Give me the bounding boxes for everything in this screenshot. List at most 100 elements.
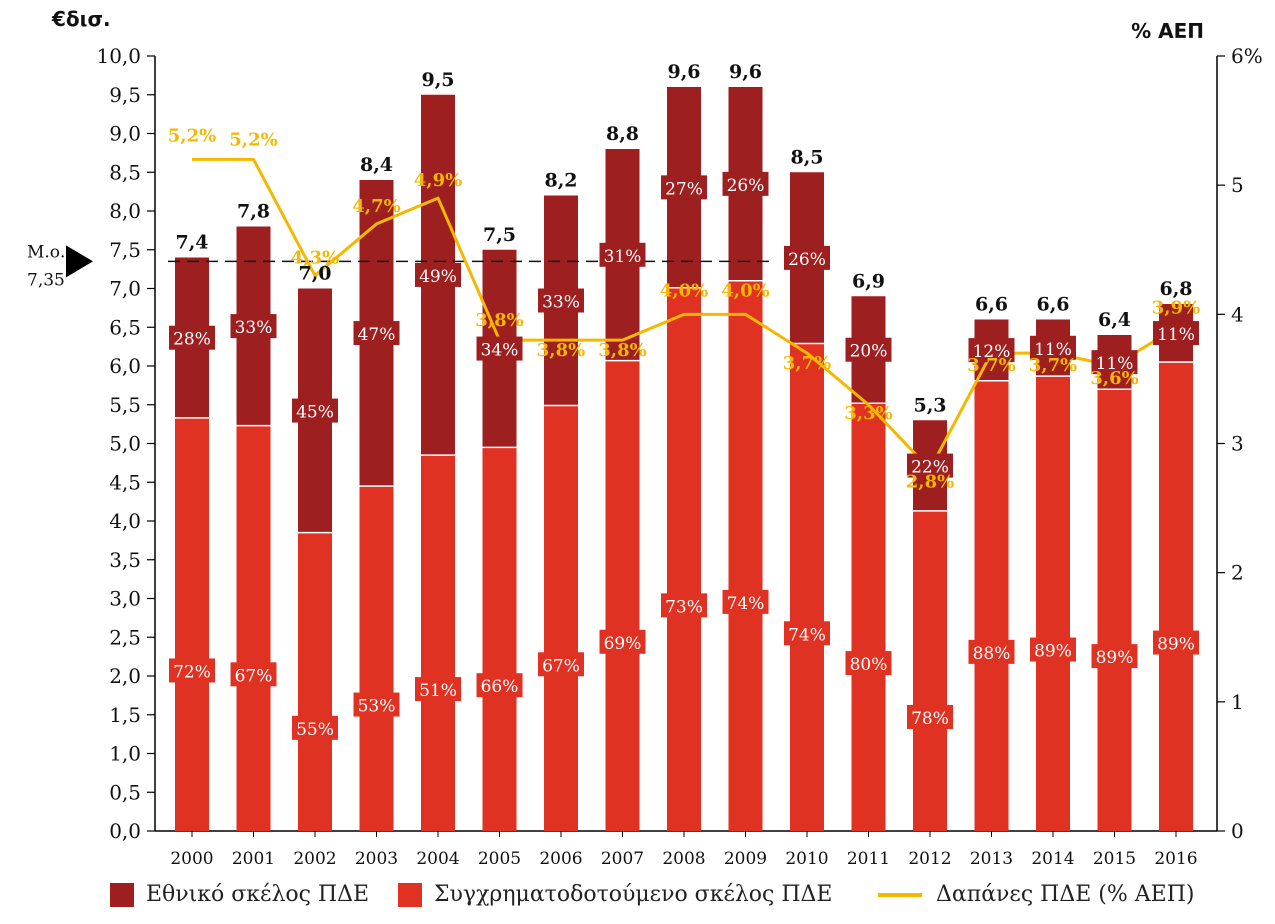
total-label: 9,6 [667, 61, 700, 83]
share-label-national-bg [968, 338, 1015, 363]
bar-cofunded [298, 532, 332, 831]
share-label-cofunded-bg [599, 629, 646, 654]
left-tick-label: 0,0 [109, 819, 141, 843]
left-tick-label: 3,5 [109, 548, 141, 572]
x-tick-label: 2006 [539, 849, 582, 869]
x-tick-label: 2010 [785, 849, 828, 869]
total-label: 7,4 [175, 232, 208, 254]
share-label-national: 33% [542, 293, 580, 313]
bar-cofunded [544, 405, 578, 831]
legend-item-line: Δαπάνες ΠΔΕ (% ΑΕΠ) [878, 882, 1194, 907]
bar-cofunded [851, 403, 886, 831]
share-label-cofunded: 69% [604, 634, 642, 654]
share-label-national-bg [230, 314, 277, 339]
gdp-share-label: 5,2% [229, 129, 277, 150]
share-label-national: 22% [911, 458, 949, 478]
legend-label-national: Εθνικό σκέλος ΠΔΕ [146, 882, 370, 907]
share-label-cofunded-bg [415, 677, 461, 702]
bar-cofunded [482, 447, 517, 831]
right-tick-label: 6% [1231, 44, 1263, 68]
bar-cofunded [728, 280, 763, 831]
x-tick-label: 2015 [1093, 849, 1136, 869]
gdp-share-label: 3,7% [1029, 355, 1077, 376]
bar-cofunded [236, 425, 271, 831]
gdp-share-label: 3,3% [844, 403, 892, 424]
share-label-national: 12% [973, 342, 1011, 362]
share-label-national-bg [661, 175, 707, 200]
share-label-national: 26% [788, 250, 826, 270]
x-tick-label: 2003 [355, 849, 398, 869]
total-label: 8,4 [360, 154, 393, 176]
share-label-cofunded: 74% [727, 594, 765, 614]
gdp-share-label: 4,0% [660, 280, 708, 301]
bar-cofunded [1097, 389, 1132, 831]
x-tick-label: 2002 [293, 849, 336, 869]
share-label-cofunded: 89% [1096, 648, 1134, 668]
bar-cofunded [1159, 362, 1193, 831]
right-tick-label: 3 [1231, 432, 1244, 456]
gdp-share-label: 4,3% [291, 248, 339, 269]
gdp-share-label: 4,7% [352, 196, 400, 217]
x-tick-label: 2012 [908, 849, 951, 869]
gdp-share-label: 3,7% [967, 355, 1015, 376]
share-label-cofunded-bg [661, 593, 707, 618]
share-label-national-bg [722, 171, 769, 196]
total-label: 7,0 [298, 263, 331, 285]
left-tick-label: 2,0 [109, 664, 141, 688]
left-tick-label: 8,5 [109, 160, 141, 184]
right-axis-unit: % ΑΕΠ [1131, 19, 1204, 43]
share-label-national-bg [476, 336, 523, 361]
share-label-cofunded: 89% [1157, 635, 1195, 655]
share-label-national: 47% [358, 325, 396, 345]
total-label: 6,6 [1036, 294, 1069, 316]
share-label-national-bg [292, 398, 338, 423]
left-tick-label: 8,0 [109, 199, 141, 223]
total-label: 6,9 [852, 270, 885, 292]
share-label-cofunded-bg [722, 589, 769, 614]
share-label-cofunded-bg [538, 652, 584, 677]
share-label-national: 33% [235, 318, 273, 338]
share-label-cofunded: 74% [788, 625, 826, 645]
gdp-share-label: 3,8% [598, 340, 646, 361]
x-tick-label: 2016 [1154, 849, 1197, 869]
total-label: 8,2 [544, 170, 577, 192]
left-tick-label: 0,5 [109, 780, 141, 804]
legend-label-cofunded: Συγχρηματοδοτούμενο σκέλος ΠΔΕ [434, 882, 833, 907]
left-tick-label: 9,5 [109, 83, 141, 107]
share-label-national: 34% [481, 341, 519, 361]
legend-swatch-line [878, 892, 922, 897]
share-label-national: 11% [1096, 354, 1134, 374]
share-label-national-bg [907, 453, 953, 478]
share-label-cofunded: 88% [973, 644, 1011, 664]
share-label-cofunded-bg [845, 651, 892, 676]
x-tick-label: 2004 [416, 849, 459, 869]
share-label-national-bg [538, 288, 584, 313]
share-label-cofunded: 73% [665, 597, 703, 617]
legend-swatch-national [110, 882, 134, 907]
bar-cofunded [605, 360, 640, 831]
share-label-national-bg [1153, 321, 1199, 346]
share-label-national-bg [415, 262, 461, 287]
share-label-cofunded-bg [1153, 630, 1199, 655]
bar-cofunded [1036, 376, 1070, 831]
combo-chart: €δισ. % ΑΕΠ 0,0 0,5 1,0 1,5 2,0 2,5 3,0 3,5 4,0 4… [27, 7, 1263, 869]
share-label-cofunded-bg [292, 715, 338, 740]
gdp-share-label: 3,8% [537, 340, 585, 361]
total-label: 7,8 [237, 201, 270, 223]
share-label-national: 45% [296, 403, 334, 423]
bar-cofunded [175, 417, 209, 831]
share-label-cofunded-bg [1030, 637, 1076, 662]
left-tick-label: 3,0 [109, 587, 141, 611]
x-tick-label: 2008 [662, 849, 705, 869]
total-label: 5,3 [913, 394, 946, 416]
bar-cofunded [359, 486, 394, 831]
share-label-cofunded: 66% [481, 677, 519, 697]
total-label: 6,8 [1159, 278, 1192, 300]
left-tick-label: 7,5 [109, 238, 141, 262]
gdp-share-label: 3,6% [1090, 368, 1138, 389]
gdp-share-label: 5,2% [168, 125, 216, 146]
left-tick-label: 1,5 [109, 703, 141, 727]
gdp-share-label: 4,9% [414, 170, 462, 191]
share-label-cofunded-bg [353, 692, 400, 717]
share-label-national-bg [599, 242, 646, 267]
